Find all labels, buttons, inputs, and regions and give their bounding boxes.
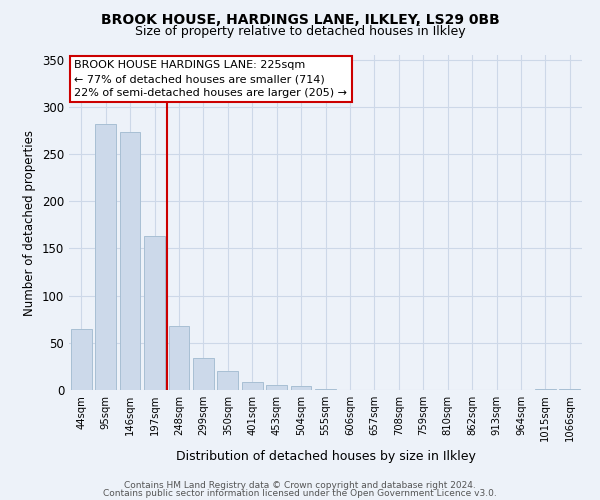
Text: BROOK HOUSE, HARDINGS LANE, ILKLEY, LS29 0BB: BROOK HOUSE, HARDINGS LANE, ILKLEY, LS29… — [101, 12, 499, 26]
Bar — [559, 389, 580, 390]
Bar — [266, 386, 287, 390]
Bar — [242, 382, 263, 390]
Bar — [315, 389, 336, 390]
X-axis label: Distribution of detached houses by size in Ilkley: Distribution of detached houses by size … — [176, 450, 475, 463]
Bar — [193, 358, 214, 390]
Bar — [144, 236, 165, 390]
Text: Contains public sector information licensed under the Open Government Licence v3: Contains public sector information licen… — [103, 488, 497, 498]
Text: Size of property relative to detached houses in Ilkley: Size of property relative to detached ho… — [134, 25, 466, 38]
Bar — [169, 326, 190, 390]
Bar — [290, 386, 311, 390]
Text: BROOK HOUSE HARDINGS LANE: 225sqm
← 77% of detached houses are smaller (714)
22%: BROOK HOUSE HARDINGS LANE: 225sqm ← 77% … — [74, 60, 347, 98]
Bar — [95, 124, 116, 390]
Text: Contains HM Land Registry data © Crown copyright and database right 2024.: Contains HM Land Registry data © Crown c… — [124, 481, 476, 490]
Bar — [71, 328, 92, 390]
Y-axis label: Number of detached properties: Number of detached properties — [23, 130, 37, 316]
Bar — [119, 132, 140, 390]
Bar — [535, 389, 556, 390]
Bar — [217, 371, 238, 390]
